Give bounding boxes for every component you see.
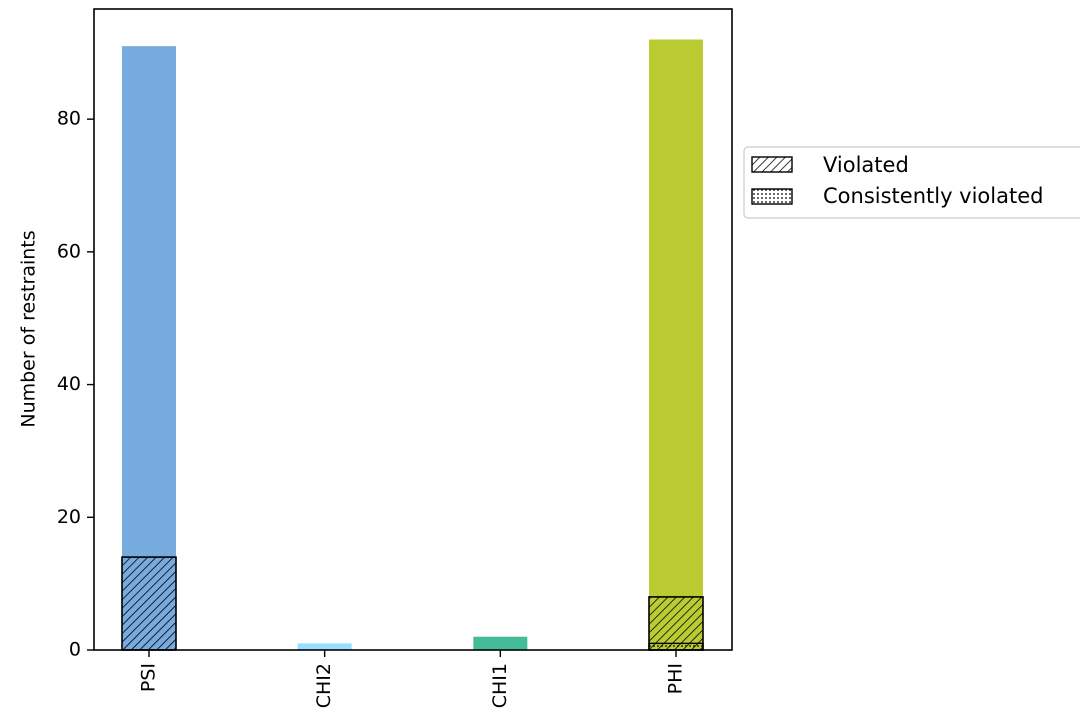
y-tick-label: 80: [57, 108, 81, 130]
legend-consistently-violated-label: Consistently violated: [823, 184, 1043, 208]
y-axis-label: Number of restraints: [18, 230, 40, 427]
violated-bar-phi: [648, 596, 704, 651]
consistently-violated-bars-layer: [648, 642, 704, 651]
x-tick-label: CHI2: [313, 663, 335, 708]
y-tick-label: 20: [57, 506, 81, 528]
bar-chi2: [297, 643, 352, 650]
y-tick-label: 60: [57, 240, 81, 262]
x-tick-label: CHI1: [489, 663, 511, 708]
plot-frame: [93, 8, 733, 651]
y-axis-ticks: 0 20 40 60 80: [57, 108, 94, 661]
legend-violated-swatch: [751, 156, 793, 173]
bar-psi: [122, 46, 176, 650]
bars-layer: [122, 39, 703, 651]
legend-frame: [743, 146, 1080, 219]
violated-bars-layer: [121, 556, 704, 651]
x-axis-ticks: PSI CHI2 CHI1 PHI: [138, 650, 687, 708]
legend: Violated Consistently violated: [743, 146, 1080, 219]
y-tick-label: 40: [57, 373, 81, 395]
x-tick-label: PSI: [138, 663, 160, 692]
legend-consistently-violated-swatch: [751, 188, 793, 205]
legend-violated-label: Violated: [823, 153, 909, 177]
violated-bar-psi: [121, 556, 177, 651]
consistently-violated-bar-phi: [648, 642, 704, 651]
bar-chi1: [473, 636, 528, 650]
y-tick-label: 0: [69, 639, 81, 661]
x-tick-label: PHI: [665, 663, 687, 694]
bar-phi: [649, 39, 703, 651]
